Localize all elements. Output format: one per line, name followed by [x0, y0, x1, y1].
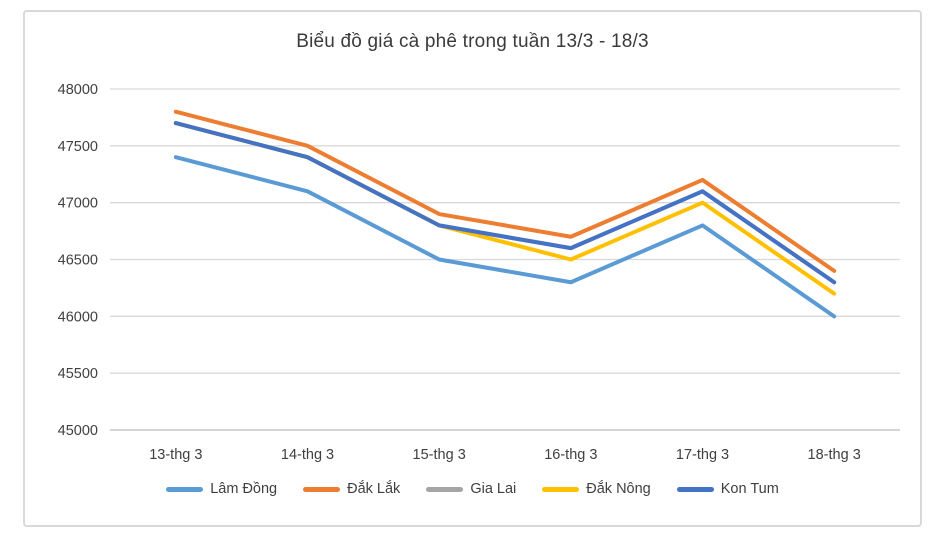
legend-item-dak-nong: Đắk Nông	[542, 481, 651, 497]
legend-label-dak-nong: Đắk Nông	[586, 481, 651, 497]
chart-title: Biểu đồ giá cà phê trong tuần 13/3 - 18/…	[296, 31, 649, 52]
legend-item-lam-dong: Lâm Đồng	[166, 481, 277, 497]
y-tick-label-45500: 45500	[58, 366, 98, 382]
legend-label-gia-lai: Gia Lai	[470, 481, 517, 497]
y-tick-label-46500: 46500	[58, 253, 98, 269]
y-tick-label-45000: 45000	[58, 423, 98, 439]
legend-label-kon-tum: Kon Tum	[720, 481, 779, 497]
line-chart-plot: 45000 45500 46000 46500 47000 47500 48000 13-th…	[58, 82, 900, 463]
series-line-lam-dong	[173, 155, 837, 319]
x-tick-label-16-thg-3: 16-thg 3	[544, 447, 597, 463]
y-tick-label-47000: 47000	[58, 196, 98, 212]
legend-line-swatch-gia-lai	[426, 486, 464, 492]
x-tick-label-14-thg-3: 14-thg 3	[281, 447, 334, 463]
legend-item-dak-lak: Đắk Lắk	[303, 481, 400, 497]
y-tick-label-48000: 48000	[58, 82, 98, 98]
series-line-dak-lak	[173, 109, 837, 273]
x-tick-label-13-thg-3: 13-thg 3	[149, 447, 202, 463]
legend-line-swatch-lam-dong	[166, 486, 204, 492]
legend-label-dak-lak: Đắk Lắk	[347, 481, 401, 497]
y-tick-label-47500: 47500	[58, 139, 98, 155]
legend-line-swatch-kon-tum	[676, 486, 714, 492]
x-tick-label-15-thg-3: 15-thg 3	[413, 447, 466, 463]
chart-frame	[23, 10, 922, 527]
x-tick-label-18-thg-3: 18-thg 3	[808, 447, 861, 463]
series-line-kon-tum	[173, 121, 837, 285]
legend-label-lam-dong: Lâm Đồng	[210, 481, 278, 497]
legend-line-swatch-dak-nong	[542, 486, 580, 492]
x-tick-label-17-thg-3: 17-thg 3	[676, 447, 729, 463]
legend-item-kon-tum: Kon Tum	[676, 481, 779, 497]
legend-item-gia-lai: Gia Lai	[426, 481, 516, 497]
y-tick-label-46000: 46000	[58, 309, 98, 325]
chart-legend: Lâm Đồng Đắk Lắk Gia Lai Đắk Nông Kon Tum	[23, 481, 922, 497]
legend-line-swatch-dak-lak	[303, 486, 341, 492]
